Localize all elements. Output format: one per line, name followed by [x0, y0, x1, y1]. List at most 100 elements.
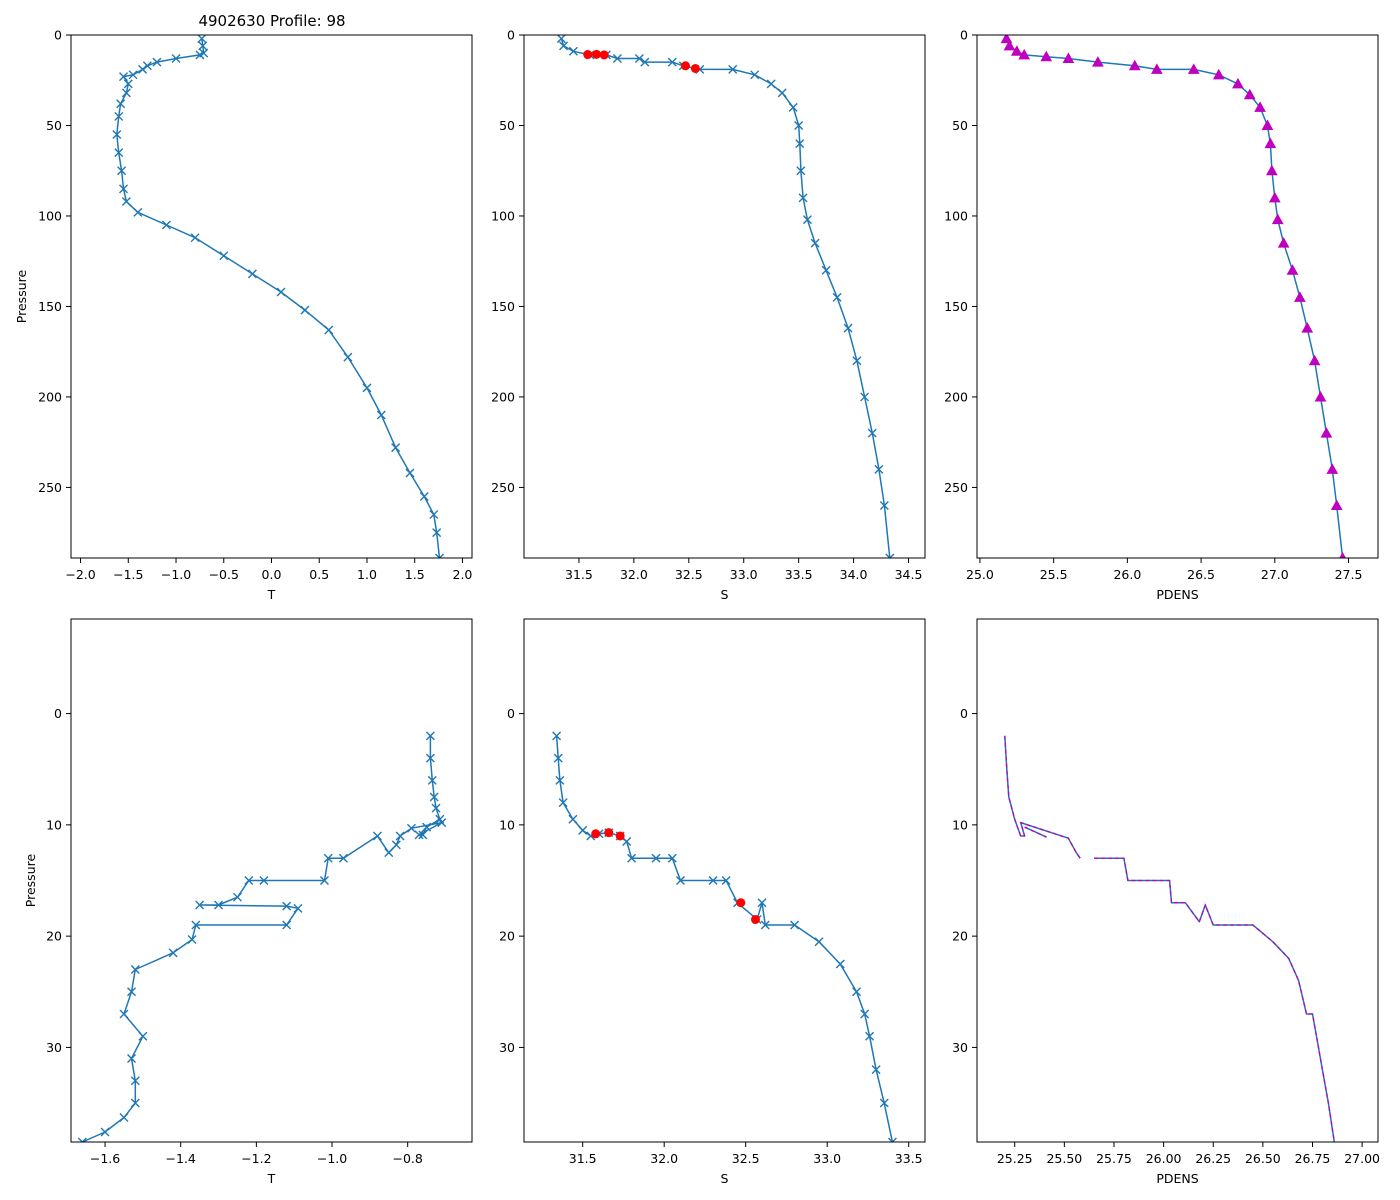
- x-marker: [168, 948, 178, 958]
- flag-marker: [615, 831, 625, 841]
- x-tick-label: −1.2: [241, 1151, 271, 1166]
- x-tick-label: 32.5: [675, 567, 703, 582]
- x-marker: [425, 753, 435, 763]
- x-marker: [247, 269, 257, 279]
- y-tick-label: 0: [507, 706, 515, 721]
- axes-frame: [523, 618, 926, 1143]
- x-axis-label: T: [267, 587, 276, 602]
- y-tick-label: 50: [499, 118, 515, 133]
- x-tick-label: 32.0: [620, 567, 648, 582]
- plot-data: [556, 35, 895, 558]
- y-tick-label: 250: [944, 480, 968, 495]
- x-marker: [161, 220, 171, 230]
- x-tick-label: 25.5: [1040, 567, 1068, 582]
- subplot-temp-zoom: −1.6 −1.4 −1.2 −1.0 −0.8 0 10 20 30 T Pressure: [23, 618, 473, 1186]
- x-tick-label: 26.25: [1195, 1151, 1231, 1166]
- x-marker: [865, 1031, 875, 1041]
- x-marker: [414, 830, 424, 840]
- x-marker: [406, 823, 416, 833]
- x-marker: [214, 900, 224, 910]
- y-tick-label: 100: [944, 208, 968, 223]
- x-marker: [879, 1098, 889, 1108]
- x-tick-label: 32.5: [732, 1151, 760, 1166]
- x-marker: [728, 64, 738, 74]
- x-marker: [391, 443, 401, 453]
- y-tick-label: 10: [46, 817, 62, 832]
- x-tick-label: 31.5: [565, 567, 593, 582]
- x-marker: [555, 775, 565, 785]
- x-marker: [431, 803, 441, 813]
- triangle-marker: [1212, 68, 1225, 80]
- y-tick-label: 150: [491, 299, 515, 314]
- x-marker: [860, 392, 870, 402]
- x-marker: [766, 79, 776, 89]
- x-tick-label: −0.5: [209, 567, 239, 582]
- y-tick-label: 250: [38, 480, 62, 495]
- triangle-marker: [1010, 45, 1023, 56]
- x-marker: [324, 325, 334, 335]
- x-marker: [568, 814, 578, 824]
- x-tick-label: −0.8: [393, 1151, 423, 1166]
- x-marker: [578, 825, 588, 835]
- x-tick-label: 26.0: [1113, 567, 1141, 582]
- plot-data: [1004, 735, 1336, 1142]
- x-tick-label: 27.5: [1335, 567, 1363, 582]
- x-marker: [119, 1113, 129, 1123]
- axes-frame: [70, 618, 473, 1143]
- x-marker: [802, 215, 812, 225]
- x-marker: [429, 792, 439, 802]
- triangle-marker: [1040, 50, 1053, 62]
- x-tick-label: 26.75: [1295, 1151, 1331, 1166]
- x-marker: [300, 305, 310, 315]
- triangle-marker: [1151, 63, 1163, 74]
- x-tick-label: 33.5: [895, 1151, 923, 1166]
- x-marker: [422, 822, 432, 832]
- axes-frame: [523, 34, 926, 559]
- triangle-marker: [1128, 59, 1141, 71]
- x-marker: [432, 528, 442, 538]
- x-marker: [798, 193, 808, 203]
- x-marker: [282, 901, 292, 911]
- y-axis-label: Pressure: [23, 854, 38, 908]
- x-marker: [622, 837, 632, 847]
- x-marker: [127, 987, 137, 997]
- x-marker: [130, 1076, 140, 1086]
- y-tick-label: 0: [54, 706, 62, 721]
- x-marker: [760, 920, 770, 930]
- x-marker: [293, 903, 303, 913]
- x-marker: [232, 892, 242, 902]
- x-tick-label: 26.50: [1245, 1151, 1281, 1166]
- triangle-marker: [1243, 88, 1256, 100]
- y-tick-label: 250: [491, 480, 515, 495]
- x-marker: [419, 491, 429, 501]
- x-marker: [871, 1065, 881, 1075]
- y-tick-label: 150: [944, 299, 968, 314]
- x-marker: [553, 753, 563, 763]
- y-tick-label: 100: [38, 208, 62, 223]
- series-line-PDENS-b: [1024, 826, 1047, 838]
- triangle-marker: [1271, 213, 1284, 225]
- x-marker: [128, 70, 138, 80]
- x-axis-label: T: [267, 1171, 276, 1186]
- x-marker: [750, 70, 760, 80]
- x-tick-label: 33.5: [785, 567, 813, 582]
- y-tick-label: 20: [46, 929, 62, 944]
- y-tick-label: 100: [491, 208, 515, 223]
- flag-marker: [750, 914, 760, 924]
- x-tick-label: 33.0: [813, 1151, 841, 1166]
- triangle-marker: [1301, 322, 1314, 333]
- y-tick-label: 150: [38, 299, 62, 314]
- y-tick-label: 10: [499, 817, 515, 832]
- x-marker: [190, 233, 200, 243]
- x-marker: [667, 57, 677, 67]
- flag-marker: [591, 829, 601, 839]
- x-marker: [667, 853, 677, 863]
- triangle-marker: [1277, 237, 1290, 248]
- x-tick-label: −1.4: [166, 1151, 196, 1166]
- y-tick-label: 200: [491, 389, 515, 404]
- x-marker: [338, 853, 348, 863]
- x-marker: [116, 99, 126, 109]
- subplot-dens-full: 25.0 25.5 26.0 26.5 27.0 27.5 0 50 100 150 200 250 P…: [944, 28, 1379, 602]
- triangle-marker: [1294, 291, 1306, 302]
- x-marker: [130, 1098, 140, 1108]
